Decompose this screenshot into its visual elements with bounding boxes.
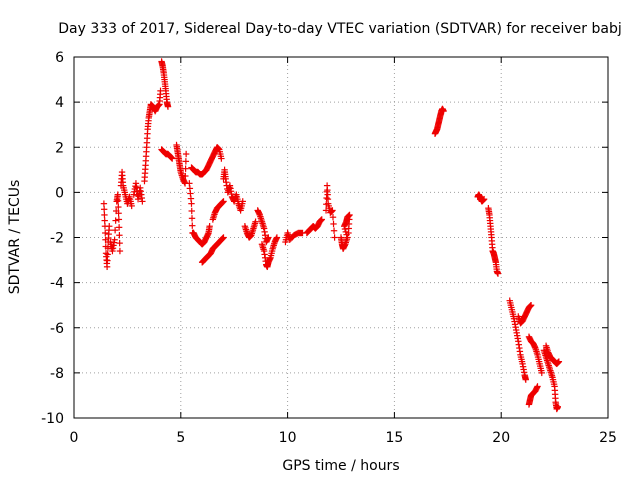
y-tick-label: 2 <box>55 140 64 156</box>
tick-labels: 0 5 10 15 20 25 -10 -8 -6 -4 -2 0 2 4 6 <box>41 50 617 446</box>
x-tick-label: 15 <box>385 430 403 446</box>
data-point <box>189 222 196 229</box>
data-point <box>182 158 190 165</box>
y-tick-label: -8 <box>50 366 64 382</box>
data-point <box>115 210 122 217</box>
data-point <box>102 229 109 237</box>
data-point <box>103 263 111 271</box>
data-point <box>522 376 529 383</box>
data-point <box>265 234 272 241</box>
data-point <box>182 165 189 172</box>
data-point <box>239 198 246 205</box>
data-point <box>169 155 176 162</box>
x-tick-label: 0 <box>70 430 79 446</box>
data-point <box>527 301 535 309</box>
data-point <box>331 234 338 241</box>
data-point <box>116 232 123 239</box>
data-point <box>104 251 111 258</box>
data-point <box>100 206 108 213</box>
data-point <box>345 229 352 237</box>
data-series <box>100 58 563 413</box>
data-point <box>534 383 541 390</box>
data-point <box>220 198 227 205</box>
data-point <box>101 211 108 219</box>
data-point <box>128 202 135 210</box>
data-point <box>538 369 545 377</box>
x-tick-label: 25 <box>599 430 617 446</box>
data-point <box>323 194 330 202</box>
data-point <box>115 224 123 231</box>
data-point <box>111 236 118 243</box>
x-tick-label: 5 <box>176 430 185 446</box>
y-tick-label: 4 <box>55 95 64 111</box>
y-tick-label: -2 <box>50 231 64 247</box>
data-point <box>114 191 121 198</box>
grid-lines <box>74 57 608 418</box>
data-point <box>188 200 195 207</box>
data-point <box>329 213 337 221</box>
data-point <box>188 215 196 222</box>
data-point <box>115 216 123 223</box>
data-point <box>116 247 124 255</box>
data-point <box>188 207 195 215</box>
data-point <box>318 216 325 223</box>
plot-frame <box>73 56 609 419</box>
data-point <box>111 226 119 234</box>
data-point <box>555 358 563 365</box>
data-point <box>344 234 351 241</box>
data-point <box>100 200 108 207</box>
x-tick-label: 10 <box>279 430 297 446</box>
data-point <box>220 234 227 241</box>
data-point <box>164 103 172 110</box>
x-tick-label: 20 <box>492 430 510 446</box>
data-point <box>114 197 122 205</box>
y-tick-label: -6 <box>50 321 64 337</box>
data-point <box>182 150 190 158</box>
data-point <box>115 203 122 211</box>
y-axis-label: SDTVAR / TECUs <box>7 180 23 295</box>
data-point <box>252 218 259 225</box>
data-point <box>112 217 119 224</box>
data-point <box>480 195 488 203</box>
data-point <box>329 207 336 214</box>
y-tick-label: -10 <box>41 411 64 427</box>
data-point <box>182 172 189 180</box>
data-point <box>330 220 337 228</box>
data-point <box>104 257 111 264</box>
data-point <box>157 87 164 95</box>
data-point <box>273 234 281 241</box>
data-point <box>106 223 113 230</box>
data-point <box>101 217 108 224</box>
data-point <box>206 223 213 230</box>
data-point <box>554 403 562 410</box>
data-point <box>330 227 338 234</box>
y-tick-label: -4 <box>50 276 64 292</box>
y-tick-label: 0 <box>55 185 64 201</box>
chart-title: Day 333 of 2017, Sidereal Day-to-day VTE… <box>58 21 621 37</box>
data-point <box>494 270 502 277</box>
data-point <box>218 155 225 162</box>
x-axis-label: GPS time / hours <box>282 458 399 474</box>
data-point <box>440 107 447 115</box>
y-tick-label: 6 <box>55 50 64 66</box>
data-point <box>139 198 146 205</box>
data-point <box>116 239 123 247</box>
